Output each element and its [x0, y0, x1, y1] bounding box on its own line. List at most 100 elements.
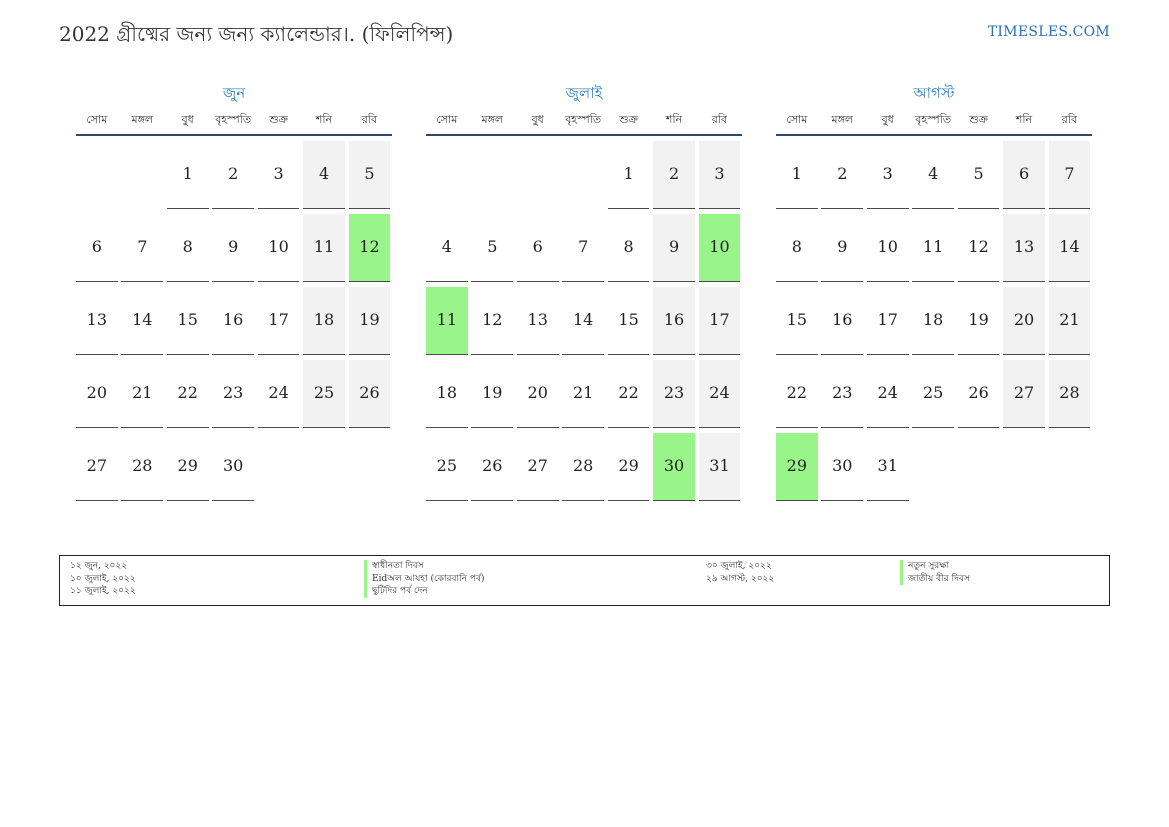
day-cell[interactable]: 12	[348, 214, 391, 282]
day-cell[interactable]: 1	[166, 141, 209, 209]
day-cell[interactable]: 17	[257, 287, 300, 355]
day-cell[interactable]: 18	[426, 360, 468, 428]
day-cell[interactable]: 16	[653, 287, 695, 355]
day-cell[interactable]: 3	[257, 141, 300, 209]
day-cell[interactable]: 19	[957, 287, 1000, 355]
day-cell[interactable]: 20	[516, 360, 559, 428]
day-cell[interactable]: 24	[698, 360, 741, 428]
day-cell[interactable]: 21	[121, 360, 164, 428]
day-cell[interactable]: 13	[76, 287, 118, 355]
weekday-label: সোম	[436, 113, 458, 126]
day-cell[interactable]: 25	[912, 360, 954, 428]
day-cell[interactable]: 12	[957, 214, 1000, 282]
day-cell[interactable]: 13	[1003, 214, 1045, 282]
day-cell[interactable]: 27	[1003, 360, 1045, 428]
day-cell[interactable]: 1	[607, 141, 650, 209]
day-cell[interactable]: 11	[426, 287, 468, 355]
day-cell[interactable]: 10	[698, 214, 741, 282]
day-cell[interactable]: 29	[607, 433, 650, 501]
day-cell[interactable]: 28	[121, 433, 164, 501]
day-cell[interactable]: 26	[348, 360, 391, 428]
day-cell[interactable]: 7	[121, 214, 164, 282]
day-cell[interactable]: 6	[516, 214, 559, 282]
empty-day-cell	[562, 141, 604, 209]
day-cell[interactable]: 27	[76, 433, 118, 501]
day-cell[interactable]: 30	[653, 433, 695, 501]
day-cell[interactable]: 7	[1048, 141, 1091, 209]
day-cell[interactable]: 16	[212, 287, 254, 355]
weekday-label: শুক্র	[269, 113, 288, 126]
day-cell[interactable]: 6	[1003, 141, 1045, 209]
day-cell[interactable]: 20	[76, 360, 118, 428]
day-cell[interactable]: 11	[303, 214, 345, 282]
day-cell[interactable]: 22	[166, 360, 209, 428]
day-cell[interactable]: 16	[821, 287, 864, 355]
day-cell[interactable]: 25	[426, 433, 468, 501]
day-cell[interactable]: 3	[866, 141, 909, 209]
day-cell[interactable]: 31	[698, 433, 741, 501]
day-cell[interactable]: 12	[471, 287, 514, 355]
day-cell[interactable]: 23	[821, 360, 864, 428]
day-cell[interactable]: 29	[776, 433, 818, 501]
day-cell[interactable]: 14	[562, 287, 604, 355]
site-link[interactable]: TIMESLES.COM	[987, 24, 1110, 40]
day-cell[interactable]: 13	[516, 287, 559, 355]
day-cell[interactable]: 2	[821, 141, 864, 209]
day-cell[interactable]: 9	[653, 214, 695, 282]
empty-day-cell	[426, 141, 468, 209]
day-grid: 1 2 3 4 5 6 7 8 9 10 11 12 13 14 15 16 17 18 19 20 21 22 23 24 2…	[776, 141, 1092, 501]
day-cell[interactable]: 5	[471, 214, 514, 282]
day-cell[interactable]: 17	[866, 287, 909, 355]
day-cell[interactable]: 24	[257, 360, 300, 428]
day-cell[interactable]: 10	[866, 214, 909, 282]
day-cell[interactable]: 18	[912, 287, 954, 355]
day-cell[interactable]: 2	[212, 141, 254, 209]
day-cell[interactable]: 5	[957, 141, 1000, 209]
day-cell[interactable]: 8	[776, 214, 818, 282]
weekday-label: রবি	[711, 113, 728, 126]
day-cell[interactable]: 21	[562, 360, 604, 428]
day-cell[interactable]: 29	[166, 433, 209, 501]
day-cell[interactable]: 22	[776, 360, 818, 428]
day-cell[interactable]: 11	[912, 214, 954, 282]
day-cell[interactable]: 28	[562, 433, 604, 501]
day-cell[interactable]: 26	[957, 360, 1000, 428]
day-cell[interactable]: 28	[1048, 360, 1091, 428]
day-cell[interactable]: 20	[1003, 287, 1045, 355]
day-cell[interactable]: 19	[348, 287, 391, 355]
day-cell[interactable]: 15	[607, 287, 650, 355]
day-cell[interactable]: 17	[698, 287, 741, 355]
day-cell[interactable]: 27	[516, 433, 559, 501]
day-cell[interactable]: 14	[121, 287, 164, 355]
day-cell[interactable]: 1	[776, 141, 818, 209]
day-cell[interactable]: 6	[76, 214, 118, 282]
day-cell[interactable]: 7	[562, 214, 604, 282]
day-cell[interactable]: 31	[866, 433, 909, 501]
day-cell[interactable]: 23	[653, 360, 695, 428]
day-cell[interactable]: 4	[912, 141, 954, 209]
day-cell[interactable]: 8	[607, 214, 650, 282]
day-cell[interactable]: 9	[212, 214, 254, 282]
day-cell[interactable]: 26	[471, 433, 514, 501]
day-cell[interactable]: 21	[1048, 287, 1091, 355]
day-cell[interactable]: 8	[166, 214, 209, 282]
day-cell[interactable]: 3	[698, 141, 741, 209]
day-cell[interactable]: 23	[212, 360, 254, 428]
day-cell[interactable]: 18	[303, 287, 345, 355]
day-cell[interactable]: 22	[607, 360, 650, 428]
day-cell[interactable]: 10	[257, 214, 300, 282]
day-cell[interactable]: 4	[426, 214, 468, 282]
day-cell[interactable]: 19	[471, 360, 514, 428]
day-cell[interactable]: 15	[776, 287, 818, 355]
day-cell[interactable]: 30	[821, 433, 864, 501]
day-cell[interactable]: 14	[1048, 214, 1091, 282]
weekday-header: সোম মঙ্গল বুধ বৃহস্পতি শুক্র শনি রবি	[776, 106, 1092, 136]
day-cell[interactable]: 4	[303, 141, 345, 209]
day-cell[interactable]: 15	[166, 287, 209, 355]
day-cell[interactable]: 9	[821, 214, 864, 282]
day-cell[interactable]: 2	[653, 141, 695, 209]
day-cell[interactable]: 30	[212, 433, 254, 501]
day-cell[interactable]: 24	[866, 360, 909, 428]
day-cell[interactable]: 5	[348, 141, 391, 209]
day-cell[interactable]: 25	[303, 360, 345, 428]
